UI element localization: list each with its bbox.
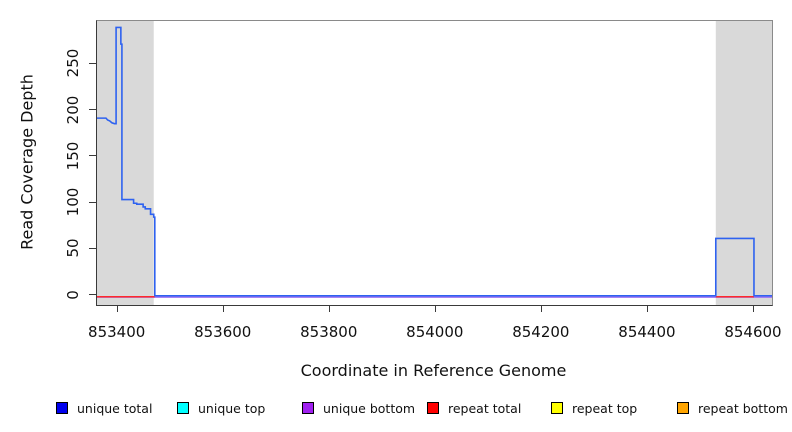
legend-swatch-icon [56,402,68,414]
x-tick-mark [328,305,330,312]
y-tick-mark [89,155,96,157]
x-tick-label: 854600 [724,323,782,341]
x-tick-mark [222,305,224,312]
legend-label: repeat top [572,400,638,416]
legend-label: unique total [77,400,153,416]
y-tick-mark [89,294,96,296]
legend-item-unique-top: unique top [177,400,266,416]
y-tick-label: 0 [64,289,82,300]
repeat-region-highlight [97,21,154,305]
legend-swatch-icon [551,402,563,414]
coverage-chart-canvas [97,21,772,305]
legend-swatch-icon [427,402,439,414]
y-tick-mark [89,62,96,64]
x-tick-mark [752,305,754,312]
x-tick-label: 854000 [406,323,464,341]
legend-item-repeat-total: repeat total [427,400,522,416]
plot-area [96,20,773,306]
x-tick-label: 854400 [618,323,676,341]
legend-label: unique top [198,400,266,416]
repeat-region-highlight [715,21,772,305]
y-tick-mark [89,201,96,203]
legend-swatch-icon [177,402,189,414]
x-tick-label: 853400 [88,323,146,341]
legend-item-repeat-top: repeat top [551,400,638,416]
legend-swatch-icon [677,402,689,414]
legend-swatch-icon [302,402,314,414]
y-tick-mark [89,247,96,249]
x-tick-label: 853600 [194,323,252,341]
y-tick-label: 150 [64,141,82,171]
y-axis-title: Read Coverage Depth [17,74,37,250]
y-tick-label: 200 [64,95,82,125]
x-tick-mark [646,305,648,312]
x-tick-mark [540,305,542,312]
legend-label: unique bottom [323,400,416,416]
y-tick-label: 250 [64,49,82,78]
y-tick-label: 50 [64,238,82,259]
legend-item-repeat-bottom: repeat bottom [677,400,788,416]
legend-label: repeat bottom [698,400,788,416]
x-tick-mark [434,305,436,312]
legend-label: repeat total [448,400,522,416]
legend-item-unique-bottom: unique bottom [302,400,416,416]
x-tick-mark [116,305,118,312]
x-tick-label: 853800 [300,323,358,341]
y-tick-mark [89,109,96,111]
legend-item-unique-total: unique total [56,400,153,416]
x-tick-label: 854200 [512,323,570,341]
series-unique-total [97,26,772,297]
y-tick-label: 100 [64,187,82,217]
x-axis-title: Coordinate in Reference Genome [300,361,567,380]
